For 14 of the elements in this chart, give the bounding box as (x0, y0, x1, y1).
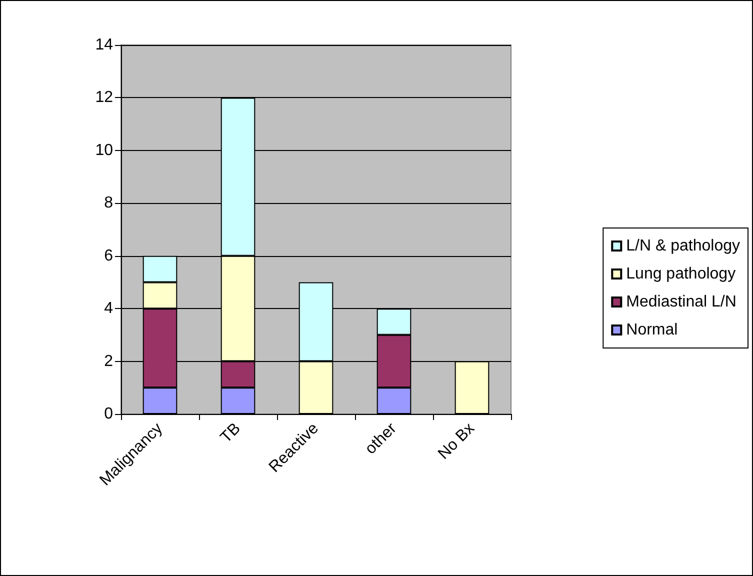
y-tick-label: 0 (104, 406, 114, 422)
y-tick-label: 12 (95, 89, 114, 106)
y-tick-label: 8 (104, 194, 114, 212)
y-tick-label: 6 (104, 247, 114, 264)
legend-label: L/N & pathology (626, 238, 740, 254)
y-tick-label: 2 (104, 352, 114, 370)
legend-label: Mediastinal L/N (626, 294, 736, 310)
legend-label: Lung pathology (626, 266, 736, 282)
x-tick-label: No Bx (435, 420, 478, 463)
legend-label: Normal (626, 322, 678, 338)
x-tick-label: TB (218, 420, 244, 446)
y-tick-label: 4 (104, 300, 114, 318)
y-tick-label: 14 (95, 36, 114, 54)
y-tick-label: 10 (95, 142, 114, 159)
